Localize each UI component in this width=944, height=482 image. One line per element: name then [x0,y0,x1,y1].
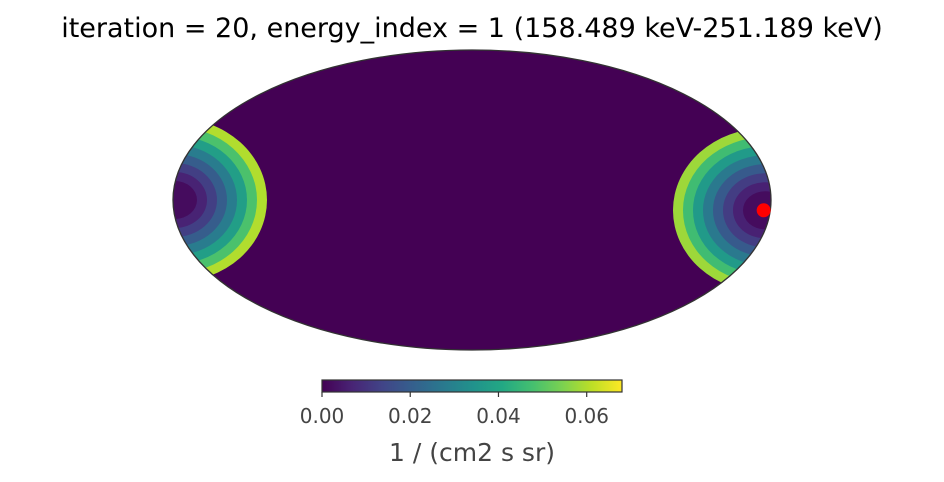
chart-title: iteration = 20, energy_index = 1 (158.48… [61,13,883,44]
marker-layer [756,203,771,218]
hotspot-1-level-8 [173,181,197,219]
colorbar-tick-label: 0.06 [564,404,609,428]
sky-map-outline [172,49,772,351]
sky-map [172,49,772,351]
colorbar-unit-label: 1 / (cm2 s sr) [389,438,555,467]
sky-map-background [173,50,771,350]
colorbar: 0.00 0.02 0.04 0.06 1 / (cm2 s sr) [300,379,623,467]
source-marker [756,203,771,218]
colorbar-tick-label: 0.04 [476,404,521,428]
colorbar-gradient [321,379,623,393]
colorbar-tick-label: 0.00 [300,404,345,428]
colorbar-tick-label: 0.02 [388,404,433,428]
colorbar-ticks: 0.00 0.02 0.04 0.06 [300,392,609,428]
